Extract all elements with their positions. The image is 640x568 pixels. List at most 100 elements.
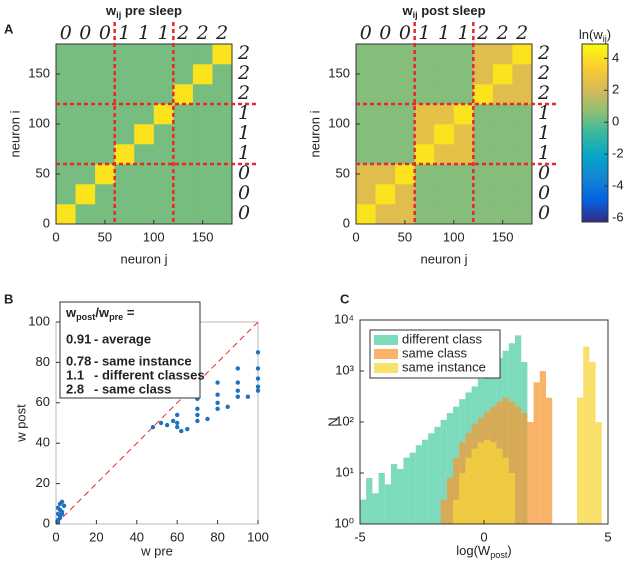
heatmap-cell [356,104,376,125]
heatmap-cell [375,204,396,225]
annotation-text: - different classes [94,367,205,382]
point [235,380,240,385]
heatmap-cell [56,44,76,65]
heatmap-cell [512,44,533,65]
annotation-header-part: w [65,305,77,320]
colorbar-label-part: ij [603,34,607,44]
point [57,515,63,521]
digit-top: 2 [476,22,489,44]
x-tick-label: 80 [210,529,224,544]
heatmap-cell [414,84,435,105]
point [245,394,251,399]
hist-bar [496,448,503,524]
y-tick-label: 100 [28,313,50,328]
heatmap-cell [75,164,96,185]
heatmap-cell [395,64,415,85]
heatmap-cell [75,204,96,225]
colorbar-tick-label: -2 [612,146,624,161]
heatmap-cell [395,204,415,225]
heatmap-cell [414,124,435,145]
hist-bar [490,442,497,524]
y-tick-label: 100 [328,115,350,130]
x-axis-label: neuron j [121,251,168,266]
digit-top: 0 [379,22,391,44]
point [215,400,220,405]
point [195,418,200,424]
annotation-value: 0.91 [66,331,91,346]
heatmap-cell [512,104,533,125]
heatmap-cell [173,84,194,105]
chart-title: wij pre sleep [105,3,182,20]
heatmap-cell [95,164,115,185]
heatmap-cell [153,44,174,65]
digit-right: 0 [238,202,250,224]
legend-label: same instance [402,359,486,374]
hist-bar [577,397,584,524]
y-axis-label: w post [13,404,28,443]
y-tick-label: 50 [336,165,350,180]
heatmap-cell [492,104,513,125]
heatmap-cell [434,64,455,85]
hist-bar [546,397,553,524]
annotation-text: - same instance [94,353,192,368]
heatmap-cell [512,84,533,105]
heatmap-cell [434,144,455,165]
digit-right: 2 [537,42,550,64]
digit-top: 1 [438,22,450,44]
hist-bar [521,413,528,524]
point [61,503,67,509]
heatmap-cell [473,184,494,205]
y-tick-label: 60 [36,394,50,409]
x-tick-label: 100 [443,229,465,244]
heatmap-cell [192,64,213,85]
hist-bar [422,439,429,524]
hist-bar [459,473,466,524]
colorbar-tick-label: 2 [612,82,619,97]
heatmap-cell [173,64,194,85]
heatmap-cell [473,124,494,145]
heatmap-cell [414,164,435,185]
heatmap-cell [114,164,135,185]
heatmap-cell [453,124,474,145]
heatmap-cell [173,144,194,165]
annotation-text: - same class [94,381,171,396]
heatmap-cell [153,64,174,85]
y-tick-label: 10³ [335,362,354,377]
heatmap-cell [395,124,415,145]
colorbar-tick-label: 0 [612,114,619,129]
x-tick-label: 0 [52,529,59,544]
y-axis-label: neuron i [307,110,322,157]
heatmap-cell [56,204,76,225]
heatmap-cell [75,124,96,145]
legend-swatch [374,363,398,373]
x-tick-label: 5 [604,529,611,544]
heatmap-cell [192,104,213,125]
hist-bar [360,499,367,524]
identity-line [55,321,259,525]
y-tick-label: 150 [328,65,350,80]
heatmap-cell [114,104,135,125]
heatmap-cell [453,164,474,185]
point [235,394,240,399]
heatmap-cell [153,144,174,165]
heatmap-cell [212,64,233,85]
heatmap-cell [473,104,494,125]
digit-top: 0 [99,22,111,44]
digit-right: 2 [537,82,550,104]
heatmap-cell [512,164,533,185]
chart-title-part: ij [413,10,418,20]
heatmap-cell [153,124,174,145]
colorbar-tick-label: 4 [612,50,619,65]
x-tick-label: 150 [492,229,514,244]
heatmap-cell [356,44,376,65]
point [185,426,190,432]
digit-right: 2 [237,82,250,104]
digit-right: 1 [538,142,550,164]
point [235,366,240,371]
hist-bar [440,419,447,524]
heatmap-cell [212,104,233,125]
chart-title-part: pre sleep [121,3,182,18]
hist-bar [477,442,484,524]
hist-bar [409,452,416,524]
x-tick-label: 60 [170,529,184,544]
